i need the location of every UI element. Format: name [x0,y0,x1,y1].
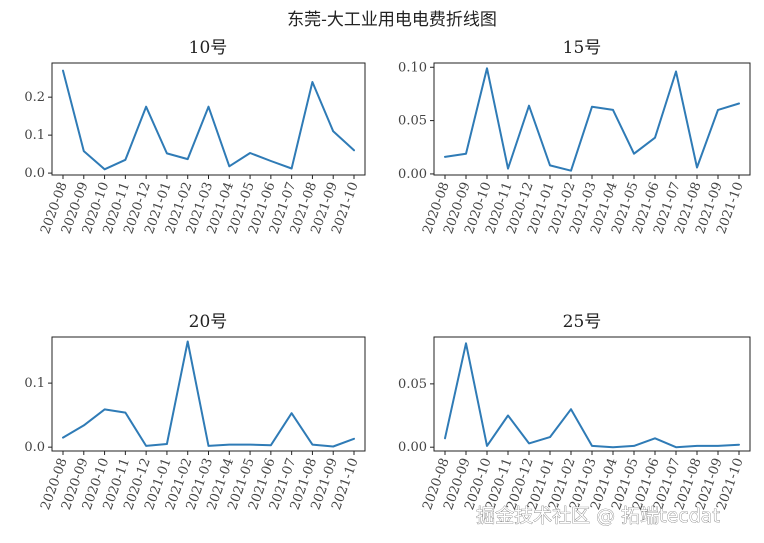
y-tick-label: 0.0 [24,440,45,455]
subplot-title: 20号 [189,312,228,332]
plot-frame [433,336,751,452]
subplot-title: 10号 [189,38,228,58]
series-line [444,67,740,172]
subplot-25: 25号 0.000.052020-082020-092020-102020-11… [398,312,751,512]
series-line [444,342,740,449]
plot-frame [51,62,366,176]
y-tick-label: 0.05 [398,114,427,129]
plot-frame [433,62,751,176]
y-tick-label: 0.00 [398,167,427,182]
subplot-15: 15号 0.000.050.102020-082020-092020-10202… [398,38,751,236]
watermark-text: 掘金技术社区 @ 拓端tecdat [476,505,720,527]
y-tick-label: 0.2 [24,90,45,105]
plot-frame [51,336,366,452]
y-tick-label: 0.10 [398,60,427,75]
subplot-10: 10号 0.00.10.22020-082020-092020-102020-1… [24,38,366,236]
y-tick-label: 0.00 [398,440,427,455]
subplot-title: 25号 [563,312,602,332]
series-line [62,69,355,171]
y-tick-label: 0.0 [24,166,45,181]
y-tick-label: 0.1 [24,128,45,143]
y-tick-label: 0.05 [398,377,427,392]
subplot-title: 15号 [563,38,602,58]
y-tick-label: 0.1 [24,376,45,391]
subplot-20: 20号 0.00.12020-082020-092020-102020-1120… [24,312,366,512]
series-line [62,340,355,448]
figure-suptitle: 东莞-大工业用电电费折线图 [287,10,497,30]
